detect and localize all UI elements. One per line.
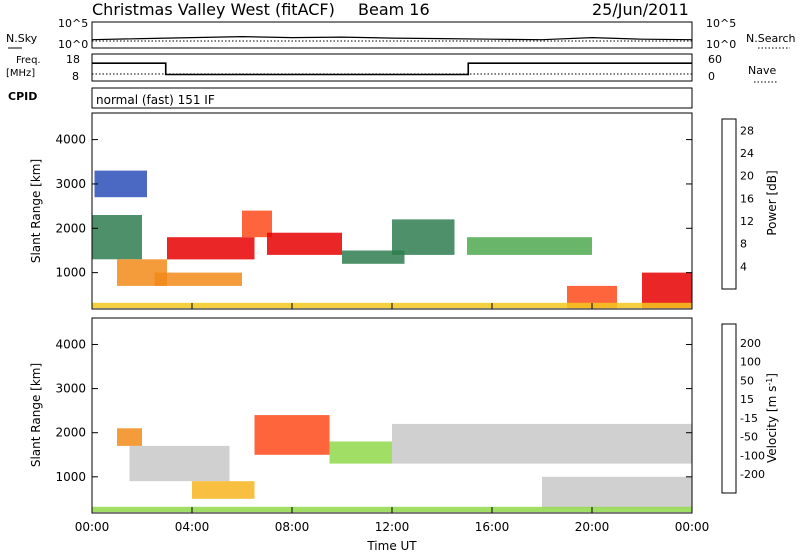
power-region-0	[94, 170, 147, 198]
power-region-10	[567, 285, 617, 309]
velocity-region-3	[254, 415, 330, 455]
velocity-region-4	[329, 441, 392, 464]
freq-series	[92, 62, 692, 76]
x-tick-label-5: 20:00	[575, 520, 610, 534]
cpid-label: CPID	[8, 90, 37, 103]
power-ylabel: Slant Range [km]	[29, 159, 43, 263]
power-region-6	[267, 232, 342, 255]
nsky-label: N.Sky	[6, 32, 38, 45]
power-ytick-label-1000: 1000	[55, 266, 86, 280]
nsearch-tick-high: 10^5	[706, 17, 736, 30]
velocity-region-1	[129, 445, 230, 482]
velocity-colorbar-tick-6: -100	[740, 449, 765, 462]
power-ytick-label-4000: 4000	[55, 133, 86, 147]
x-axis-label: Time UT	[366, 539, 417, 553]
nave-label: Nave	[748, 64, 776, 77]
power-region-11	[642, 272, 692, 309]
freq-label: Freq.	[16, 55, 41, 66]
power-colorbar: 4 8 12 16 20 24 28	[721, 118, 754, 290]
time-x-axis: 00:00 04:00 08:00 12:00 16:00 20:00 00:00	[75, 303, 710, 534]
velocity-region-2	[192, 481, 255, 499]
x-tick-label-1: 04:00	[175, 520, 210, 534]
power-colorbar-tick-1: 8	[740, 238, 747, 251]
power-colorbar-tick-2: 12	[740, 215, 754, 228]
velocity-region-0	[117, 428, 142, 446]
freq-strip-panel: Freq. [MHz] 18 8 60 0 Nave	[6, 53, 778, 83]
power-colorbar-tick-4: 20	[740, 170, 754, 183]
velocity-colorbar-tick-0: 200	[740, 337, 761, 350]
power-y-axis: 1000 2000 3000 4000	[55, 133, 692, 280]
cpid-text: normal (fast) 151 IF	[96, 93, 215, 107]
power-colorbar-frame	[721, 118, 737, 290]
power-panel: 1000 2000 3000 4000 Slant Range [km] 4 8 12 16…	[29, 112, 779, 310]
power-region-4	[154, 272, 242, 286]
nsky-tick-low: 10^0	[58, 38, 88, 51]
power-colorbar-tick-3: 16	[740, 192, 754, 205]
power-region-7	[342, 250, 405, 264]
velocity-colorbar-tick-2: 50	[740, 374, 754, 387]
velocity-ytick-label-1000: 1000	[55, 470, 86, 484]
nave-tick-high: 60	[708, 53, 722, 66]
power-ytick-label-3000: 3000	[55, 177, 86, 191]
velocity-colorbar-tick-1: 100	[740, 356, 761, 369]
freq-unit: [MHz]	[6, 68, 35, 79]
nsky-tick-high: 10^5	[58, 17, 88, 30]
nave-tick-low: 0	[708, 70, 715, 83]
velocity-colorbar-tick-7: -200	[740, 468, 765, 481]
velocity-ylabel: Slant Range [km]	[29, 363, 43, 467]
velocity-y-axis: 1000 2000 3000 4000	[55, 337, 692, 484]
nsearch-tick-low: 10^0	[706, 38, 736, 51]
power-region-9	[467, 237, 592, 255]
freq-strip-frame	[91, 53, 693, 82]
velocity-ytick-label-4000: 4000	[55, 337, 86, 351]
velocity-colorbar-tick-3: 15	[740, 393, 754, 406]
power-region-8	[392, 219, 455, 255]
power-colorbar-tick-0: 4	[740, 260, 747, 273]
date-label: 25/Jun/2011	[592, 0, 689, 19]
x-tick-label-2: 08:00	[275, 520, 310, 534]
power-cells	[92, 170, 692, 309]
velocity-colorbar-frame	[721, 323, 737, 494]
x-tick-label-0: 00:00	[75, 520, 110, 534]
nsky-series	[91, 35, 693, 41]
velocity-colorbar-label: Velocity [m s-1]	[765, 373, 780, 463]
freq-tick-high: 18	[66, 53, 80, 66]
station-title: Christmas Valley West (fitACF)	[92, 0, 335, 19]
noise-strip-panel: N.Sky 10^5 10^0 10^5 10^0 N.Search	[6, 17, 796, 51]
x-tick-label-4: 16:00	[475, 520, 510, 534]
power-colorbar-tick-6: 28	[740, 124, 754, 137]
power-region-1	[92, 215, 142, 260]
velocity-cells	[92, 415, 692, 513]
nsearch-label: N.Search	[746, 32, 796, 45]
x-tick-label-3: 12:00	[375, 520, 410, 534]
power-colorbar-tick-5: 24	[740, 147, 754, 160]
beam-label: Beam 16	[358, 0, 430, 19]
x-tick-label-6: 00:00	[675, 520, 710, 534]
power-colorbar-label: Power [dB]	[765, 170, 779, 235]
freq-tick-low: 8	[72, 70, 79, 83]
velocity-region-5	[392, 423, 692, 464]
velocity-colorbar-tick-5: -50	[740, 431, 758, 444]
cpid-frame	[91, 87, 693, 109]
velocity-region-6	[542, 476, 692, 508]
power-ytick-label-2000: 2000	[55, 221, 86, 235]
velocity-colorbar: 200 100 50 15 -15 -50 -100 -200	[721, 323, 765, 494]
velocity-colorbar-tick-4: -15	[740, 412, 758, 425]
velocity-ytick-label-3000: 3000	[55, 382, 86, 396]
noise-strip-frame	[91, 21, 693, 49]
velocity-ytick-label-2000: 2000	[55, 426, 86, 440]
power-region-3	[167, 237, 255, 260]
velocity-panel: 1000 2000 3000 4000 Slant Range [km] 200 100…	[29, 317, 780, 514]
